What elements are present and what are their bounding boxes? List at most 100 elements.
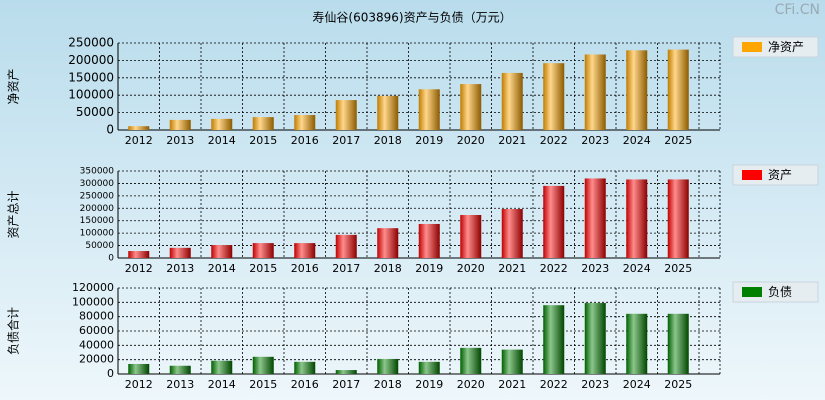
x-tick-label: 2014 <box>208 262 236 275</box>
x-tick-label: 2012 <box>125 134 153 147</box>
x-tick-label: 2023 <box>581 262 609 275</box>
y-tick-label: 120000 <box>72 281 114 294</box>
bar <box>501 349 523 374</box>
bar <box>626 313 648 374</box>
x-tick-label: 2016 <box>291 134 319 147</box>
y-tick-label: 50000 <box>76 105 114 119</box>
bar <box>252 117 274 130</box>
x-tick-label: 2018 <box>374 262 402 275</box>
y-tick-label: 350000 <box>80 167 115 177</box>
x-tick-label: 2025 <box>664 134 692 147</box>
legend-swatch <box>742 42 762 52</box>
bar <box>252 356 274 374</box>
bar <box>667 313 689 374</box>
x-tick-label: 2024 <box>623 134 651 147</box>
bar <box>460 214 482 258</box>
y-tick-label: 0 <box>107 367 114 380</box>
x-tick-label: 2013 <box>166 378 194 391</box>
bar <box>543 305 565 374</box>
x-tick-label: 2017 <box>332 378 360 391</box>
y-tick-label: 80000 <box>79 310 114 323</box>
x-tick-label: 2022 <box>540 262 568 275</box>
x-tick-label: 2016 <box>291 262 319 275</box>
bar <box>169 247 191 258</box>
x-tick-label: 2020 <box>457 134 485 147</box>
bar <box>335 234 357 258</box>
bar <box>584 54 606 130</box>
y-tick-label: 250000 <box>68 36 114 50</box>
x-tick-label: 2024 <box>623 378 651 391</box>
bar <box>418 361 440 374</box>
x-tick-label: 2023 <box>581 378 609 391</box>
bar <box>418 89 440 130</box>
y-tick-label: 250000 <box>80 191 115 201</box>
bar <box>543 63 565 130</box>
x-tick-label: 2025 <box>664 378 692 391</box>
bar <box>211 245 233 258</box>
y-tick-label: 150000 <box>68 70 114 84</box>
bar <box>377 228 399 258</box>
title: 寿仙谷(603896)资产与负债（万元） <box>312 11 511 25</box>
bar <box>169 365 191 374</box>
bar <box>501 72 523 130</box>
x-tick-label: 2020 <box>457 262 485 275</box>
y-tick-label: 300000 <box>80 179 115 189</box>
x-tick-label: 2021 <box>498 134 526 147</box>
x-tick-label: 2015 <box>249 378 277 391</box>
bar <box>460 347 482 374</box>
bar <box>543 185 565 258</box>
x-tick-label: 2015 <box>249 134 277 147</box>
y-tick-label: 0 <box>106 123 114 137</box>
y-tick-label: 40000 <box>79 338 114 351</box>
y-tick-label: 150000 <box>80 216 115 226</box>
x-tick-label: 2021 <box>498 262 526 275</box>
y-tick-label: 60000 <box>79 324 114 337</box>
bar <box>377 95 399 130</box>
x-tick-label: 2012 <box>125 262 153 275</box>
bar <box>667 179 689 258</box>
x-tick-label: 2021 <box>498 378 526 391</box>
bar <box>169 119 191 130</box>
bar <box>128 126 150 130</box>
x-tick-label: 2015 <box>249 262 277 275</box>
y-tick-label: 100000 <box>80 229 115 239</box>
x-tick-label: 2014 <box>208 378 236 391</box>
y-axis-label: 净资产 <box>7 68 21 104</box>
bar <box>377 358 399 374</box>
bar <box>335 370 357 374</box>
bar <box>584 303 606 374</box>
bar <box>294 115 316 130</box>
y-tick-label: 100000 <box>72 295 114 308</box>
y-tick-label: 200000 <box>68 53 114 67</box>
bar <box>667 49 689 130</box>
x-tick-label: 2019 <box>415 262 443 275</box>
y-tick-label: 200000 <box>80 204 115 214</box>
bar <box>211 118 233 130</box>
x-tick-label: 2016 <box>291 378 319 391</box>
legend-label: 净资产 <box>768 40 804 54</box>
x-tick-label: 2019 <box>415 378 443 391</box>
y-tick-label: 0 <box>108 254 114 264</box>
bar <box>128 363 150 374</box>
bar <box>626 179 648 258</box>
x-tick-label: 2019 <box>415 134 443 147</box>
y-tick-label: 20000 <box>79 353 114 366</box>
bar <box>418 223 440 258</box>
legend-swatch <box>742 287 762 297</box>
y-tick-label: 100000 <box>68 88 114 102</box>
x-tick-label: 2020 <box>457 378 485 391</box>
bar <box>128 251 150 258</box>
legend-label: 资产 <box>768 168 792 182</box>
x-tick-label: 2022 <box>540 378 568 391</box>
y-tick-label: 50000 <box>85 241 114 251</box>
bar <box>294 361 316 374</box>
y-axis-label: 资产总计 <box>7 190 21 238</box>
bar <box>211 360 233 374</box>
bar <box>252 243 274 258</box>
x-tick-label: 2013 <box>166 134 194 147</box>
x-tick-label: 2022 <box>540 134 568 147</box>
bar <box>584 178 606 258</box>
x-tick-label: 2014 <box>208 134 236 147</box>
bar <box>501 209 523 258</box>
